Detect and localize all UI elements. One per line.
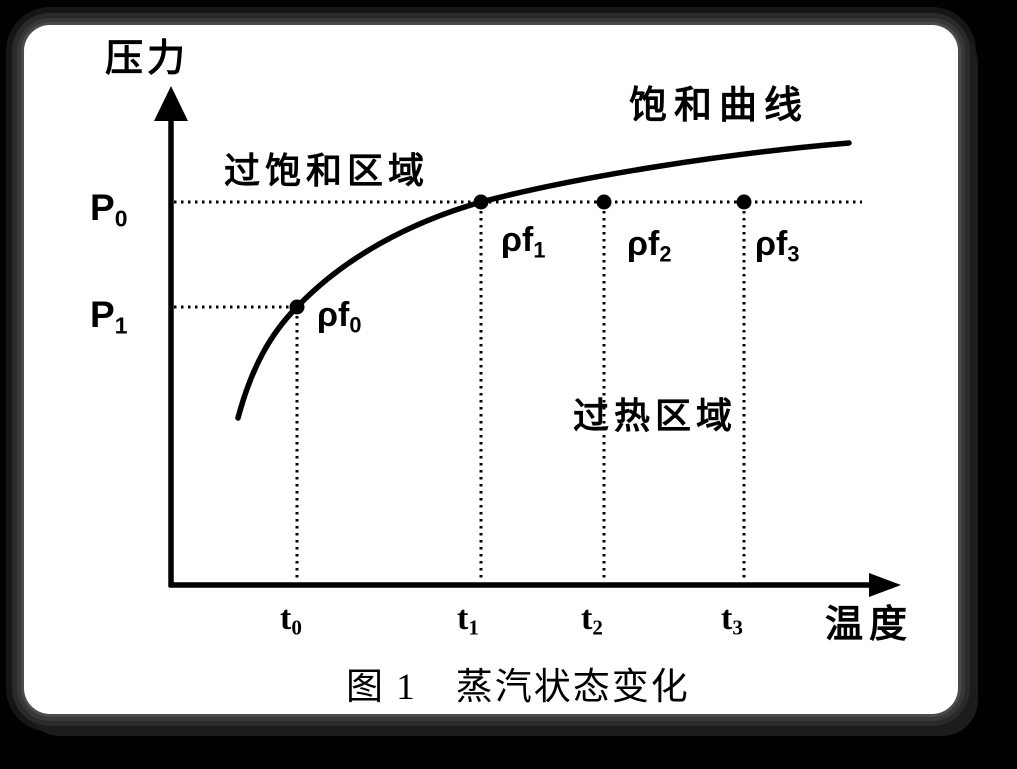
point-pf3 xyxy=(736,194,752,210)
point-label-pf3: ρf3 xyxy=(755,225,799,265)
point-label-pf1: ρf1 xyxy=(501,221,545,261)
point-label-pf2: ρf2 xyxy=(627,225,671,265)
pressure-label-p1: P1 xyxy=(90,294,127,337)
p1-sub: 1 xyxy=(114,312,128,339)
pf3-base: ρf xyxy=(755,225,788,263)
pf0-base: ρf xyxy=(317,296,350,334)
saturation-curve xyxy=(235,140,852,421)
point-pf2 xyxy=(596,194,612,210)
p0-base: P xyxy=(90,187,115,228)
x-axis-title: 温度 xyxy=(825,604,914,646)
diagram-canvas xyxy=(154,86,901,597)
pressure-label-p0: P0 xyxy=(90,187,127,230)
t0-base: t xyxy=(280,600,292,637)
point-label-pf0: ρf0 xyxy=(317,296,361,336)
saturation-curve-label: 饱和曲线 xyxy=(629,85,810,127)
temperature-label-t2: t2 xyxy=(581,600,603,640)
supersaturated-region-label: 过饱和区域 xyxy=(224,150,430,191)
t3-sub: 3 xyxy=(732,615,743,640)
t0-sub: 0 xyxy=(291,615,302,640)
superheated-region-label: 过热区域 xyxy=(573,395,738,436)
t2-sub: 2 xyxy=(592,615,603,640)
t3-base: t xyxy=(721,600,733,637)
pf0-sub: 0 xyxy=(349,312,362,338)
y-axis-title: 压力 xyxy=(105,38,190,80)
t1-sub: 1 xyxy=(468,615,479,640)
temperature-label-t0: t0 xyxy=(280,600,302,640)
y-axis-arrow-icon xyxy=(154,86,188,121)
pf3-sub: 3 xyxy=(787,241,800,267)
point-pf1 xyxy=(473,194,489,210)
figure-caption: 图 1 蒸汽状态变化 xyxy=(346,667,690,708)
pf1-sub: 1 xyxy=(533,237,546,263)
pf2-base: ρf xyxy=(627,225,660,263)
p1-base: P xyxy=(90,294,115,335)
temperature-label-t1: t1 xyxy=(457,600,479,640)
pf1-base: ρf xyxy=(501,221,534,259)
t1-base: t xyxy=(457,600,469,637)
pf2-sub: 2 xyxy=(659,241,672,267)
point-pf0 xyxy=(289,299,305,315)
t2-base: t xyxy=(581,600,593,637)
figure-panel: 压力 温度 饱和曲线 过饱和区域 过热区域 P0 P1 t0 t1 t2 t3 … xyxy=(24,25,958,714)
p0-sub: 0 xyxy=(114,205,128,232)
temperature-label-t3: t3 xyxy=(721,600,743,640)
x-axis-arrow-icon xyxy=(869,573,901,597)
